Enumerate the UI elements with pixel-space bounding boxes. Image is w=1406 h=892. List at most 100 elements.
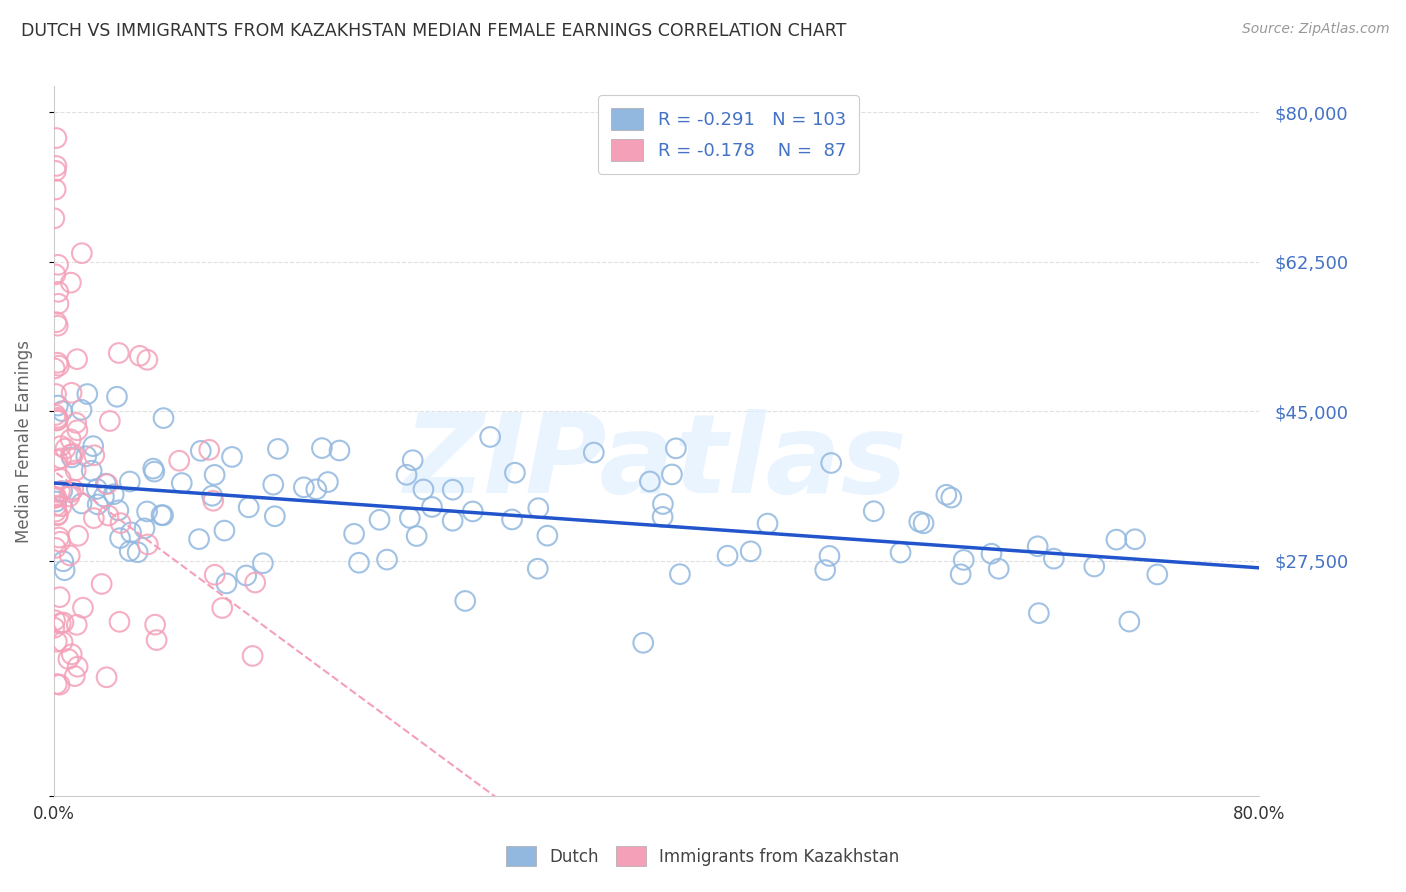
Point	[90, 577, 112, 591]
Point	[65, 463, 87, 477]
Point	[70, 246, 93, 260]
Text: DUTCH VS IMMIGRANTS FROM KAZAKHSTAN MEDIAN FEMALE EARNINGS CORRELATION CHART: DUTCH VS IMMIGRANTS FROM KAZAKHSTAN MEDI…	[21, 22, 846, 40]
Point	[70, 496, 93, 510]
Point	[202, 493, 225, 508]
Point	[98, 414, 121, 428]
Point	[1146, 567, 1168, 582]
Point	[45, 408, 67, 422]
Point	[97, 508, 120, 523]
Point	[103, 487, 125, 501]
Point	[60, 385, 83, 400]
Point	[935, 488, 957, 502]
Point	[820, 456, 842, 470]
Point	[44, 621, 66, 635]
Point	[347, 556, 370, 570]
Point	[661, 467, 683, 482]
Point	[142, 461, 165, 475]
Point	[49, 451, 72, 466]
Point	[86, 482, 108, 496]
Point	[45, 494, 67, 508]
Point	[48, 678, 70, 692]
Point	[94, 476, 117, 491]
Point	[305, 483, 328, 497]
Point	[204, 467, 226, 482]
Point	[128, 349, 150, 363]
Point	[44, 613, 66, 627]
Point	[267, 442, 290, 456]
Point	[108, 615, 131, 629]
Point	[45, 499, 67, 513]
Point	[501, 512, 523, 526]
Point	[461, 504, 484, 518]
Point	[49, 439, 72, 453]
Point	[651, 497, 673, 511]
Point	[44, 268, 66, 282]
Point	[292, 480, 315, 494]
Point	[66, 423, 89, 437]
Point	[55, 442, 77, 456]
Point	[441, 483, 464, 497]
Point	[398, 511, 420, 525]
Point	[479, 430, 502, 444]
Point	[1043, 551, 1066, 566]
Point	[52, 554, 75, 568]
Point	[118, 544, 141, 558]
Point	[45, 490, 67, 504]
Point	[368, 513, 391, 527]
Point	[60, 648, 83, 662]
Point	[46, 410, 69, 425]
Point	[631, 636, 654, 650]
Point	[201, 489, 224, 503]
Point	[143, 465, 166, 479]
Point	[118, 475, 141, 489]
Point	[59, 447, 82, 461]
Point	[263, 509, 285, 524]
Point	[818, 549, 841, 563]
Point	[49, 472, 72, 486]
Point	[105, 390, 128, 404]
Point	[665, 442, 688, 456]
Point	[167, 454, 190, 468]
Point	[908, 515, 931, 529]
Point	[45, 182, 67, 196]
Point	[198, 442, 221, 457]
Point	[1028, 606, 1050, 620]
Point	[72, 600, 94, 615]
Point	[62, 483, 84, 497]
Point	[127, 545, 149, 559]
Y-axis label: Median Female Earnings: Median Female Earnings	[15, 340, 32, 542]
Point	[862, 504, 884, 518]
Point	[59, 276, 82, 290]
Point	[46, 318, 69, 333]
Point	[51, 404, 73, 418]
Point	[45, 413, 67, 427]
Legend: R = -0.291   N = 103, R = -0.178    N =  87: R = -0.291 N = 103, R = -0.178 N = 87	[598, 95, 859, 174]
Point	[83, 448, 105, 462]
Point	[59, 433, 82, 447]
Point	[1105, 533, 1128, 547]
Point	[1026, 539, 1049, 553]
Point	[245, 575, 267, 590]
Point	[136, 537, 159, 551]
Legend: Dutch, Immigrants from Kazakhstan: Dutch, Immigrants from Kazakhstan	[499, 839, 907, 873]
Point	[45, 505, 67, 519]
Point	[59, 549, 82, 563]
Point	[45, 315, 67, 329]
Point	[48, 359, 70, 373]
Point	[412, 483, 434, 497]
Point	[46, 356, 69, 370]
Point	[45, 164, 67, 178]
Point	[49, 484, 72, 499]
Point	[46, 285, 69, 299]
Point	[46, 508, 69, 523]
Point	[952, 553, 974, 567]
Point	[343, 526, 366, 541]
Point	[66, 659, 89, 673]
Point	[83, 511, 105, 525]
Point	[188, 532, 211, 546]
Point	[67, 529, 90, 543]
Point	[93, 490, 115, 504]
Point	[107, 503, 129, 517]
Point	[740, 544, 762, 558]
Point	[536, 529, 558, 543]
